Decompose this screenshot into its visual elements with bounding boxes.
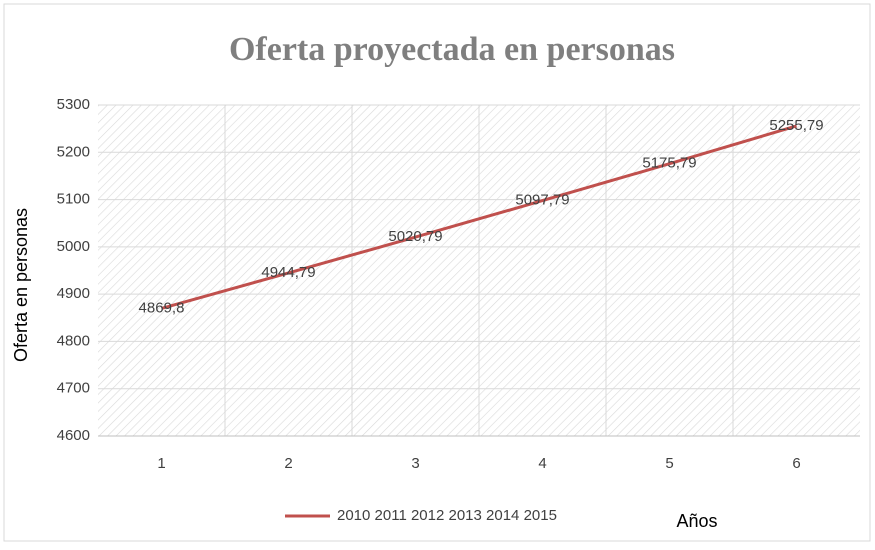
x-tick-label: 6 (792, 455, 800, 472)
series-line (161, 124, 797, 310)
y-tick-label: 4800 (57, 332, 90, 349)
y-tick-label: 4900 (57, 285, 90, 302)
y-tick-label: 5300 (57, 96, 90, 113)
legend-label: 2010 2011 2012 2013 2014 2015 (337, 507, 557, 524)
x-tick-label: 4 (538, 455, 546, 472)
x-tick-label: 3 (411, 455, 419, 472)
y-tick-label: 4700 (57, 380, 90, 397)
y-tick-label: 5100 (57, 191, 90, 208)
data-label: 5175,79 (642, 155, 696, 172)
x-axis-label: Años (676, 511, 717, 531)
y-tick-label: 5000 (57, 238, 90, 255)
data-label: 5097,79 (515, 192, 569, 209)
data-label: 4944,79 (261, 264, 315, 281)
data-label: 5255,79 (769, 117, 823, 134)
y-tick-label: 5200 (57, 143, 90, 160)
data-label: 5020,79 (388, 228, 442, 245)
x-tick-label: 2 (284, 455, 292, 472)
data-label: 4869,8 (139, 299, 185, 316)
x-tick-label: 5 (665, 455, 673, 472)
x-tick-label: 1 (157, 455, 165, 472)
y-axis-label: Oferta en personas (11, 208, 31, 362)
chart-title: Oferta proyectada en personas (229, 31, 675, 68)
y-tick-label: 4600 (57, 427, 90, 444)
